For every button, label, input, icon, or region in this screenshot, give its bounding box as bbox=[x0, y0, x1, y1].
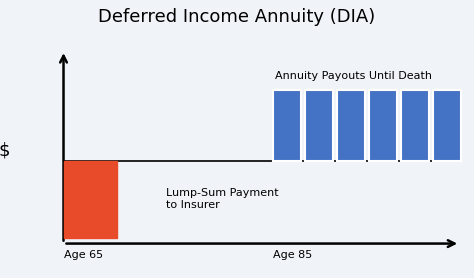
Text: Age 65: Age 65 bbox=[64, 250, 103, 260]
Bar bbox=[369, 90, 397, 162]
Bar bbox=[433, 90, 461, 162]
Bar bbox=[337, 90, 365, 162]
Text: Age 85: Age 85 bbox=[273, 250, 312, 260]
Text: Lump-Sum Payment
to Insurer: Lump-Sum Payment to Insurer bbox=[166, 188, 279, 210]
Text: $: $ bbox=[0, 141, 10, 159]
Text: Deferred Income Annuity (DIA): Deferred Income Annuity (DIA) bbox=[99, 8, 375, 26]
Bar bbox=[64, 162, 117, 239]
Text: Annuity Payouts Until Death: Annuity Payouts Until Death bbox=[274, 71, 432, 81]
Bar bbox=[401, 90, 429, 162]
Bar bbox=[305, 90, 333, 162]
Bar bbox=[273, 90, 301, 162]
